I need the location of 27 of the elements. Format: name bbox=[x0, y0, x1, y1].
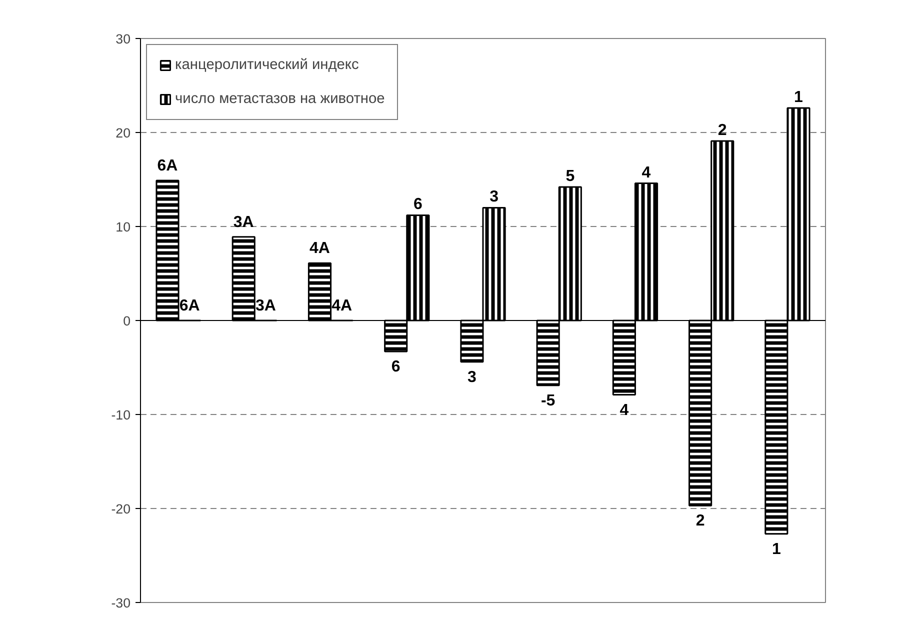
annotation: 2 bbox=[718, 122, 727, 139]
legend-label: канцеролитический индекс bbox=[175, 57, 360, 73]
annotation: 2 bbox=[696, 512, 705, 530]
annotation: 4 bbox=[620, 402, 629, 419]
legend-label: число метастазов на животное bbox=[175, 91, 385, 107]
annotation: 3A bbox=[233, 214, 254, 231]
annotation: 3A bbox=[255, 298, 276, 314]
annotation: 6 bbox=[413, 196, 422, 214]
annotation: -5 bbox=[540, 392, 556, 410]
y-tick-label: 30 bbox=[116, 32, 131, 46]
annotation: 3 bbox=[490, 188, 499, 206]
annotation: 6A bbox=[157, 157, 178, 174]
annotation: 6 bbox=[391, 358, 400, 376]
y-tick-label: 20 bbox=[116, 126, 131, 140]
y-tick-label: 10 bbox=[116, 220, 131, 234]
y-tick-label: 0 bbox=[123, 314, 131, 328]
annotation: 5 bbox=[566, 168, 575, 186]
annotation: 6A bbox=[179, 298, 200, 314]
y-tick-label: -20 bbox=[111, 502, 130, 516]
y-tick-label: -10 bbox=[111, 408, 130, 422]
annotation: 4 bbox=[642, 164, 651, 182]
annotation: 4A bbox=[310, 240, 330, 258]
annotation: 4A bbox=[332, 298, 352, 314]
annotation: 3 bbox=[468, 368, 477, 386]
annotation: 1 bbox=[772, 540, 781, 558]
annotation: 1 bbox=[794, 89, 804, 106]
y-tick-label: -30 bbox=[111, 596, 130, 610]
